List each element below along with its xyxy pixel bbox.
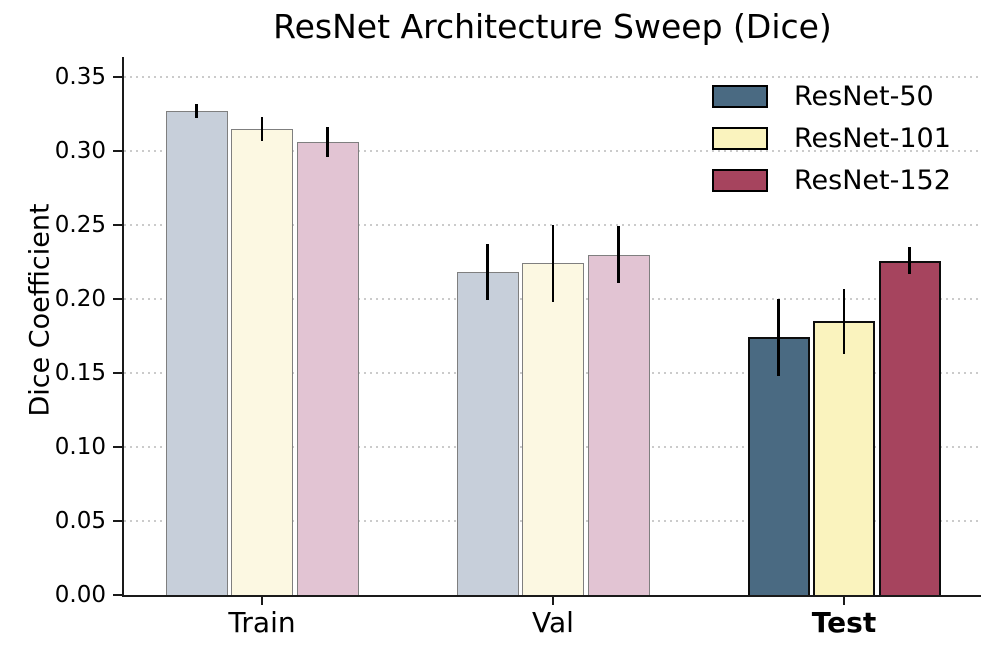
error-bar-test-resnet-50 [777,298,780,376]
y-tick-label: 0.35 [54,63,106,90]
y-tick-label: 0.15 [54,359,106,386]
y-tick-mark [113,223,122,227]
legend-item-resnet-50: ResNet-50 [712,80,951,112]
x-tick-label-test: Test [811,606,877,639]
x-tick-label-train: Train [228,606,296,639]
bar-test-resnet-152 [878,260,941,595]
gridline-0.30 [124,149,981,152]
y-tick-mark [113,297,122,301]
y-tick-mark [113,445,122,449]
bar-train-resnet-101 [231,128,293,595]
chart-title: ResNet Architecture Sweep (Dice) [273,7,832,46]
error-bar-test-resnet-101 [842,288,846,354]
error-bar-val-resnet-152 [617,226,620,283]
y-tick-label: 0.00 [54,582,106,608]
error-bar-train-resnet-152 [326,127,329,157]
gridline-0.35 [124,75,981,78]
error-bar-test-resnet-152 [908,247,911,274]
error-bar-val-resnet-50 [486,244,489,301]
legend-label-resnet-152: ResNet-152 [794,164,951,196]
bar-test-resnet-101 [813,321,875,595]
legend-swatch-resnet-101 [712,126,768,150]
bar-val-resnet-101 [522,263,584,595]
legend-label-resnet-101: ResNet-101 [794,122,951,154]
x-axis-spine [121,594,981,597]
y-tick-label: 0.20 [54,285,106,312]
legend-item-resnet-152: ResNet-152 [712,164,951,196]
legend-swatch-resnet-152 [712,168,768,192]
x-tick-label-val: Val [532,606,574,639]
y-tick-mark [113,371,122,375]
y-tick-mark [113,519,122,523]
error-bar-train-resnet-50 [195,103,198,119]
error-bar-train-resnet-101 [260,116,264,141]
bar-val-resnet-50 [456,272,519,595]
y-tick-mark [113,149,122,153]
y-tick-label: 0.10 [54,433,106,460]
y-tick-label: 0.05 [54,507,106,534]
y-tick-mark [113,593,122,597]
x-tick-mark [842,596,846,605]
bar-train-resnet-50 [165,111,228,595]
bar-test-resnet-50 [747,337,810,595]
y-tick-label: 0.30 [54,137,106,164]
y-tick-label: 0.25 [54,211,106,238]
y-axis-spine [121,57,124,597]
bar-train-resnet-152 [296,142,359,595]
legend-swatch-resnet-50 [712,84,768,108]
error-bar-val-resnet-101 [551,224,555,302]
legend-item-resnet-101: ResNet-101 [712,122,951,154]
x-tick-mark [551,596,555,605]
bar-val-resnet-152 [587,254,650,595]
y-tick-mark [113,75,122,79]
x-tick-mark [260,596,264,605]
legend: ResNet-50 ResNet-101 ResNet-152 [712,80,951,210]
legend-label-resnet-50: ResNet-50 [794,80,934,112]
